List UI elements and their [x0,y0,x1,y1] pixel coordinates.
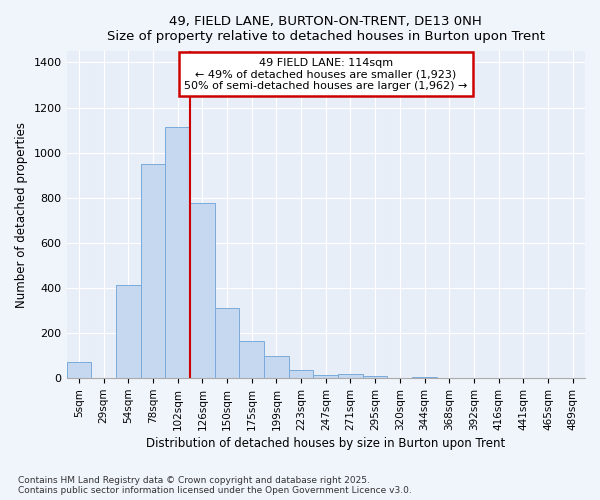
Text: 49 FIELD LANE: 114sqm
← 49% of detached houses are smaller (1,923)
50% of semi-d: 49 FIELD LANE: 114sqm ← 49% of detached … [184,58,467,91]
Bar [116,284,140,378]
Title: 49, FIELD LANE, BURTON-ON-TRENT, DE13 0NH
Size of property relative to detached : 49, FIELD LANE, BURTON-ON-TRENT, DE13 0N… [107,15,545,43]
Bar [338,374,363,378]
X-axis label: Distribution of detached houses by size in Burton upon Trent: Distribution of detached houses by size … [146,437,505,450]
Bar [264,356,289,378]
Bar [363,376,388,378]
Text: Contains HM Land Registry data © Crown copyright and database right 2025.
Contai: Contains HM Land Registry data © Crown c… [18,476,412,495]
Bar [165,126,190,378]
Bar [67,362,91,378]
Bar [140,164,165,378]
Bar [239,341,264,378]
Bar [215,308,239,378]
Bar [412,377,437,378]
Bar [289,370,313,378]
Bar [190,204,215,378]
Y-axis label: Number of detached properties: Number of detached properties [15,122,28,308]
Bar [313,375,338,378]
